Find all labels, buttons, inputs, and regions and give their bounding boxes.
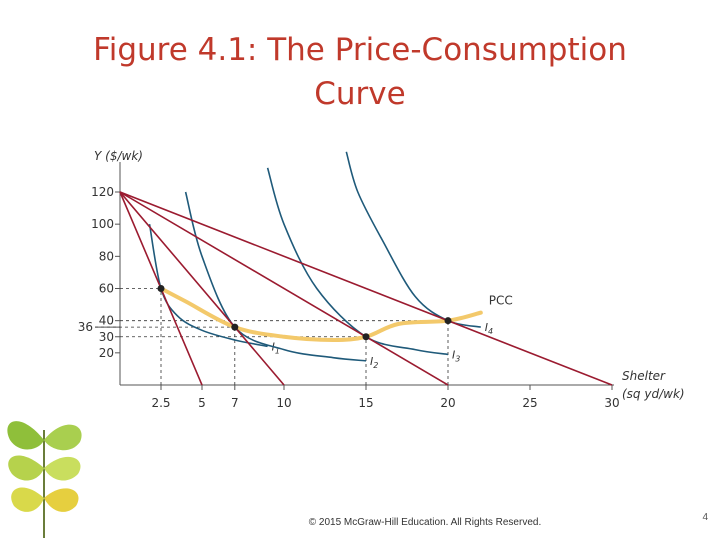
y-axis-label: Y ($/wk)	[94, 149, 143, 163]
x-tick-label: 25	[522, 396, 537, 410]
indifference-curve-i4	[345, 151, 481, 328]
optimal-bundle-point	[157, 285, 165, 292]
x-tick-label: 20	[440, 396, 455, 410]
ginkgo-leaf-decoration	[7, 421, 82, 538]
y-tick-label: 100	[91, 217, 114, 231]
indifference-curve-i1	[148, 224, 268, 348]
indifference-label-i4: I4	[485, 321, 493, 336]
x-axis-label-units: (sq yd/wk)	[622, 387, 685, 401]
indifference-curve-i3	[266, 167, 449, 356]
y-tick-label: 20	[99, 346, 114, 360]
y-tick-label: 120	[91, 185, 114, 199]
y-tick-label: 60	[99, 282, 114, 296]
guide-line	[120, 320, 449, 385]
budget-line-b3	[119, 191, 449, 386]
y-tick-label: 80	[99, 249, 114, 263]
guide-line	[120, 288, 162, 385]
indifference-curve-i2	[184, 191, 367, 362]
indifference-label-i2: I2	[370, 355, 378, 370]
page-number: 4	[702, 512, 708, 523]
y-tick-label: 30	[99, 330, 114, 344]
copyright-footer: © 2015 McGraw-Hill Education. All Rights…	[308, 517, 542, 528]
slide-title: Figure 4.1: The Price-Consumption Curve	[93, 32, 627, 112]
x-tick-label: 10	[276, 396, 291, 410]
x-axis-label: Shelter	[622, 369, 666, 383]
budget-line-b2	[119, 191, 285, 386]
optimal-bundle-point	[444, 317, 452, 325]
budget-line-b4	[119, 191, 613, 386]
guide-line	[95, 326, 236, 385]
x-tick-label: 5	[198, 396, 206, 410]
x-tick-label: 2.5	[151, 396, 170, 410]
pcc-label: PCC	[489, 294, 513, 308]
x-tick-label: 7	[231, 396, 239, 410]
x-tick-label: 30	[604, 396, 619, 410]
optimal-bundle-point	[362, 333, 370, 341]
indifference-label-i3: I3	[452, 348, 460, 363]
y-tick-label-36: 36	[78, 320, 93, 334]
optimal-bundle-point	[231, 323, 239, 331]
x-tick-label: 15	[358, 396, 373, 410]
pcc-curve	[159, 286, 483, 342]
y-tick-label: 40	[99, 314, 114, 328]
guide-line	[120, 336, 367, 385]
